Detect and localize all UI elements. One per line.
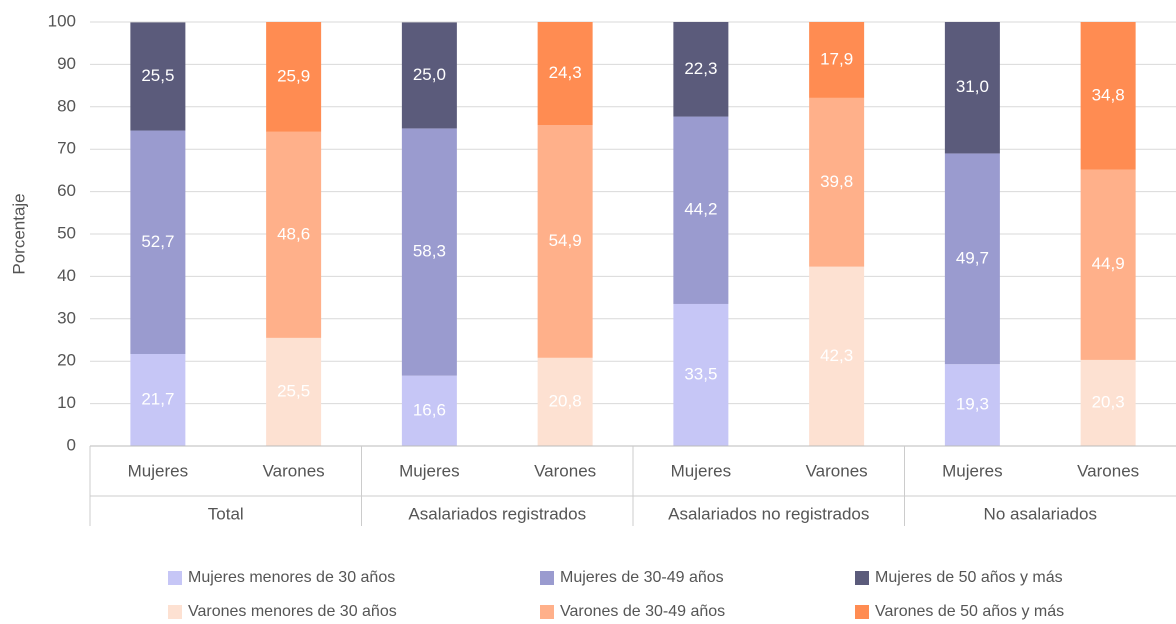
bar-segment bbox=[130, 22, 186, 131]
value-label: 25,0 bbox=[413, 65, 446, 84]
value-label: 44,2 bbox=[684, 200, 717, 219]
value-label: 19,3 bbox=[956, 395, 989, 414]
value-label: 16,6 bbox=[413, 400, 446, 419]
y-tick-label: 50 bbox=[57, 223, 76, 242]
bar-segment bbox=[266, 22, 322, 132]
value-label: 42,3 bbox=[820, 346, 853, 365]
group-label: Asalariados no registrados bbox=[668, 504, 869, 523]
x-tick-label: Varones bbox=[534, 461, 596, 480]
bar-segment bbox=[130, 130, 186, 354]
value-label: 58,3 bbox=[413, 242, 446, 261]
value-label: 52,7 bbox=[141, 232, 174, 251]
legend-label: Varones menores de 30 años bbox=[188, 603, 397, 620]
x-tick-label: Varones bbox=[263, 461, 325, 480]
group-label: No asalariados bbox=[984, 504, 1097, 523]
bar-segment bbox=[1080, 22, 1136, 170]
bar-segment bbox=[537, 125, 593, 358]
bar-segment bbox=[1080, 359, 1136, 446]
legend-label: Mujeres de 30-49 años bbox=[560, 569, 724, 586]
bar-segment bbox=[401, 375, 457, 446]
group-label: Asalariados registrados bbox=[408, 504, 586, 523]
value-label: 20,3 bbox=[1092, 392, 1125, 411]
y-tick-label: 20 bbox=[57, 351, 76, 370]
value-label: 25,5 bbox=[277, 381, 310, 400]
value-label: 20,8 bbox=[549, 391, 582, 410]
bar-segment bbox=[673, 116, 729, 304]
value-label: 44,9 bbox=[1092, 254, 1125, 273]
legend-swatch bbox=[540, 571, 554, 585]
value-label: 54,9 bbox=[549, 231, 582, 250]
bar-segment bbox=[537, 22, 593, 126]
bar-segment bbox=[944, 22, 1000, 154]
x-tick-label: Mujeres bbox=[128, 461, 188, 480]
y-tick-label: 40 bbox=[57, 266, 76, 285]
legend-swatch bbox=[168, 605, 182, 619]
value-label: 21,7 bbox=[141, 389, 174, 408]
y-tick-label: 60 bbox=[57, 181, 76, 200]
y-tick-label: 80 bbox=[57, 96, 76, 115]
value-label: 48,6 bbox=[277, 224, 310, 243]
bar-segment bbox=[673, 303, 729, 446]
y-tick-label: 70 bbox=[57, 139, 76, 158]
bar-segment bbox=[1080, 169, 1136, 360]
value-label: 25,5 bbox=[141, 66, 174, 85]
value-label: 24,3 bbox=[549, 63, 582, 82]
y-tick-label: 90 bbox=[57, 54, 76, 73]
legend-swatch bbox=[855, 571, 869, 585]
bar-segment bbox=[266, 337, 322, 446]
y-tick-label: 30 bbox=[57, 308, 76, 327]
value-label: 25,9 bbox=[277, 66, 310, 85]
value-label: 22,3 bbox=[684, 59, 717, 78]
y-tick-label: 0 bbox=[67, 435, 76, 454]
bar-segment bbox=[266, 131, 322, 338]
bar-segment bbox=[944, 153, 1000, 365]
y-axis-label: Porcentaje bbox=[9, 193, 28, 274]
value-label: 31,0 bbox=[956, 77, 989, 96]
bar-segment bbox=[537, 357, 593, 446]
legend-label: Mujeres de 50 años y más bbox=[875, 569, 1063, 586]
legend-swatch bbox=[168, 571, 182, 585]
value-label: 34,8 bbox=[1092, 85, 1125, 104]
legend-label: Varones de 50 años y más bbox=[875, 603, 1064, 620]
bar-segment bbox=[944, 364, 1000, 446]
x-tick-label: Mujeres bbox=[399, 461, 459, 480]
x-tick-label: Mujeres bbox=[942, 461, 1002, 480]
legend-swatch bbox=[540, 605, 554, 619]
value-label: 39,8 bbox=[820, 172, 853, 191]
y-tick-label: 10 bbox=[57, 393, 76, 412]
value-label: 49,7 bbox=[956, 248, 989, 267]
group-label: Total bbox=[208, 504, 244, 523]
bar-segment bbox=[401, 128, 457, 376]
x-tick-label: Mujeres bbox=[671, 461, 731, 480]
legend-label: Varones de 30-49 años bbox=[560, 603, 725, 620]
bar-segment bbox=[130, 353, 186, 446]
bar-segment bbox=[809, 97, 865, 267]
value-label: 17,9 bbox=[820, 49, 853, 68]
x-tick-label: Varones bbox=[806, 461, 868, 480]
bar-segment bbox=[809, 22, 865, 98]
legend-label: Mujeres menores de 30 años bbox=[188, 569, 395, 586]
bar-segment bbox=[673, 22, 729, 117]
y-tick-label: 100 bbox=[48, 11, 76, 30]
bar-segment bbox=[401, 22, 457, 129]
value-label: 33,5 bbox=[684, 364, 717, 383]
x-tick-label: Varones bbox=[1077, 461, 1139, 480]
legend-swatch bbox=[855, 605, 869, 619]
bar-segment bbox=[809, 266, 865, 446]
